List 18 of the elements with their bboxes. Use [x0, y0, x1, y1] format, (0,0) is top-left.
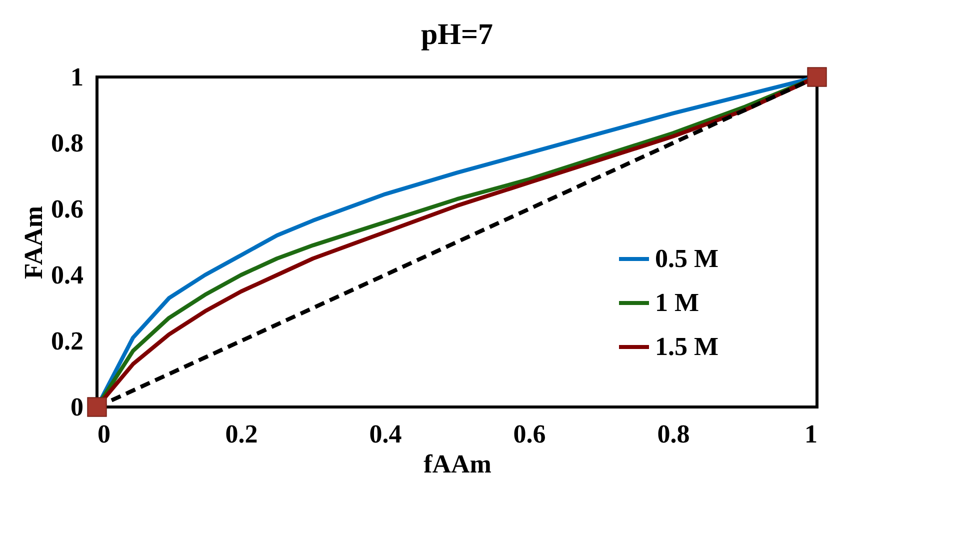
x-tick-label: 0.6 [513, 420, 546, 448]
x-tick-label: 1 [804, 420, 818, 448]
y-axis-title: FAAm [19, 206, 48, 280]
legend-label: 1 M [655, 288, 700, 317]
y-tick-label: 0.6 [51, 194, 84, 224]
chart-title: pH=7 [420, 18, 494, 51]
x-tick-label: 0.4 [369, 420, 402, 448]
x-tick-label: 0 [98, 420, 110, 448]
legend-label: 1.5 M [655, 332, 719, 361]
y-tick-label: 0 [70, 392, 84, 422]
y-tick-label: 0.2 [51, 326, 84, 356]
legend-label: 0.5 M [655, 244, 719, 273]
y-tick-label: 0.8 [51, 128, 84, 158]
x-tick-label: 0.8 [657, 420, 690, 448]
y-tick-label: 0.4 [51, 260, 84, 290]
x-tick-label: 0.2 [225, 420, 258, 448]
x-axis-title: fAAm [424, 450, 492, 478]
y-tick-label: 1 [70, 62, 84, 92]
